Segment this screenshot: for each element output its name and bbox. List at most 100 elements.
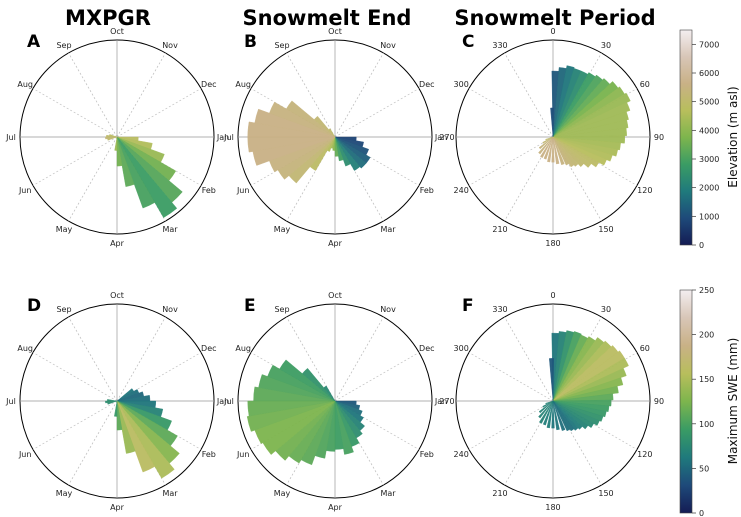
polar-bar-c-18 xyxy=(552,136,613,162)
polar-gridline xyxy=(334,316,384,402)
polar-bar-b-22 xyxy=(313,115,336,138)
polar-tick-label: 120 xyxy=(637,186,652,195)
polar-bar-e-16 xyxy=(246,400,336,432)
polar-gridline xyxy=(504,316,554,402)
polar-bar-d-15 xyxy=(105,400,118,404)
polar-panels: OctNovDecJanFebMarAprMayJunJulAugSepAOct… xyxy=(5,27,664,512)
polar-bar-d-11 xyxy=(116,400,136,454)
polar-bar-d-10 xyxy=(116,400,156,473)
polar-bar-c-25 xyxy=(552,136,570,166)
polar-gridline xyxy=(286,52,336,138)
polar-bar-e-21 xyxy=(279,359,336,402)
polar-tick-label: 300 xyxy=(454,344,469,353)
polar-panel-d: Oct Nov Dec Jan Feb Mar Apr May Jun Jul Aug Sep D xyxy=(5,291,229,512)
polar-bar-c-20 xyxy=(552,136,600,168)
polar-bar-c-19 xyxy=(552,136,607,166)
polar-bar-c-27 xyxy=(552,136,560,165)
polar-bar-f-33 xyxy=(538,400,554,414)
polar-tick-label: Oct xyxy=(110,291,124,300)
colorbar-elevation: 0 1000 2000 3000 4000 5000 6000 7000 Elevation … xyxy=(679,29,740,250)
polar-panel-b: Oct Nov Dec Jan Feb Mar Apr May Jun Jul Aug Sep B xyxy=(223,27,447,248)
polar-bar-c-23 xyxy=(552,136,579,167)
polar-bar-b-8 xyxy=(334,136,339,157)
polar-bar-f-20 xyxy=(552,400,594,428)
polar-bar-e-19 xyxy=(258,374,336,402)
polar-tick-label: 300 xyxy=(454,80,469,89)
polar-tick-label: Jan xyxy=(434,397,447,406)
polar-bar-a-6 xyxy=(116,136,156,209)
polar-gridline xyxy=(468,136,554,186)
polar-bar-f-28 xyxy=(551,400,555,429)
polar-tick-label: 270 xyxy=(439,397,454,406)
polar-tick-label: 0 xyxy=(550,27,555,36)
panel-letter-e: E xyxy=(244,296,256,316)
polar-tick-label: 90 xyxy=(654,397,664,406)
polar-bar-c-24 xyxy=(552,136,575,168)
polar-tick-label: May xyxy=(274,489,291,498)
polar-tick-label: Feb xyxy=(420,450,434,459)
polar-bar-f-14 xyxy=(552,393,614,402)
polar-gridline xyxy=(504,52,554,138)
colorbar-swe: 0 50 100 150 200 250 Maximum SWE (mm) xyxy=(679,286,740,517)
polar-gridline xyxy=(32,136,118,186)
polar-bar-f-21 xyxy=(552,400,589,430)
polar-tick-label: Sep xyxy=(56,41,71,50)
polar-gridline xyxy=(334,352,420,402)
polar-tick-label: 240 xyxy=(454,450,469,459)
panel-letter-d: D xyxy=(27,296,41,316)
polar-bar-a-13 xyxy=(109,134,118,138)
polar-tick-label: Nov xyxy=(380,41,396,50)
colorbar-swe-bar xyxy=(679,289,693,514)
polar-bar-d-12 xyxy=(116,400,123,431)
polar-bar-f-10 xyxy=(552,357,629,402)
polar-bar-e-23 xyxy=(323,385,336,402)
polar-bar-b-7 xyxy=(334,136,344,162)
polar-bar-a-8 xyxy=(116,136,123,167)
polar-gridline xyxy=(334,52,384,138)
polar-bar-d-9 xyxy=(116,400,175,479)
polar-tick-label: Mar xyxy=(380,225,396,234)
polar-bar-c-15 xyxy=(552,135,625,144)
colorbar-tick-label: 1000 xyxy=(699,212,719,221)
polar-tick-label: Feb xyxy=(420,186,434,195)
polar-bar-f-27 xyxy=(552,400,560,431)
polar-bar-f-34 xyxy=(542,400,554,408)
polar-bar-a-7 xyxy=(116,136,135,187)
panel-letter-b: B xyxy=(244,32,257,52)
polar-bar-a-11 xyxy=(105,136,118,140)
polar-tick-label: Dec xyxy=(419,80,434,89)
polar-bar-b-20 xyxy=(269,101,336,138)
polar-tick-label: 120 xyxy=(637,450,652,459)
polar-bar-f-22 xyxy=(552,400,583,430)
polar-bar-c-28 xyxy=(551,136,555,163)
polar-bar-c-32 xyxy=(538,136,554,155)
polar-tick-label: 0 xyxy=(550,291,555,300)
polar-bar-f-23 xyxy=(552,400,579,431)
polar-tick-label: Apr xyxy=(328,503,343,512)
polar-tick-label: May xyxy=(56,489,73,498)
colorbar-tick-label: 250 xyxy=(699,286,714,295)
polar-tick-label: 330 xyxy=(492,41,507,50)
polar-bar-f-15 xyxy=(552,399,612,407)
polar-tick-label: Sep xyxy=(274,41,289,50)
polar-tick-label: Oct xyxy=(328,291,342,300)
polar-bar-f-30 xyxy=(542,400,554,426)
polar-tick-label: 30 xyxy=(601,305,611,314)
polar-tick-label: Sep xyxy=(274,305,289,314)
polar-tick-label: Nov xyxy=(380,305,396,314)
polar-gridline xyxy=(116,88,202,138)
polar-bar-c-36 xyxy=(550,107,554,138)
polar-bar-b-23 xyxy=(328,128,336,138)
column-title-mxpgr: MXPGR xyxy=(65,6,151,30)
polar-tick-label: 330 xyxy=(492,305,507,314)
colorbar-tick-label: 0 xyxy=(699,241,704,250)
polar-gridline xyxy=(468,400,554,450)
polar-tick-label: Apr xyxy=(328,239,343,248)
polar-gridline xyxy=(32,400,118,450)
polar-bar-f-26 xyxy=(552,400,566,431)
polar-tick-label: Mar xyxy=(380,489,396,498)
polar-tick-label: 210 xyxy=(492,225,507,234)
colorbar-tick-label: 100 xyxy=(699,420,714,429)
colorbar-elevation-label: Elevation (m asl) xyxy=(726,86,740,187)
polar-gridline xyxy=(334,88,420,138)
